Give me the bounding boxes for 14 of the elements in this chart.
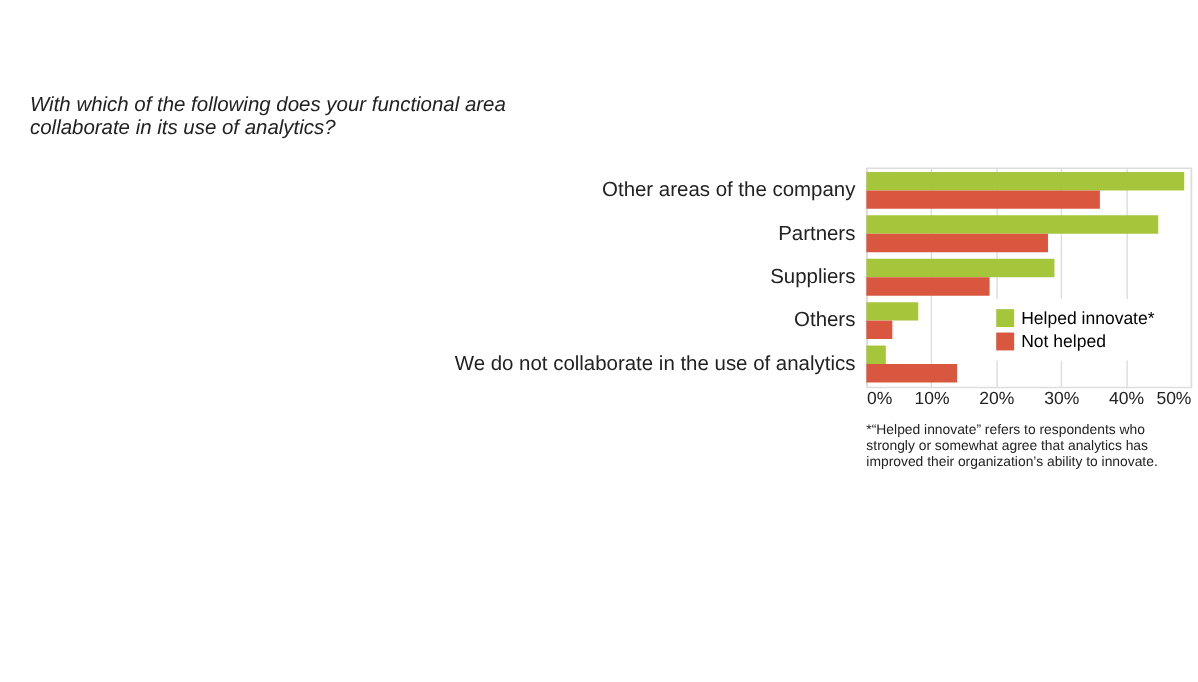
- x-tick-label: 10%: [914, 387, 950, 408]
- x-tick-label: 50%: [1156, 387, 1192, 408]
- legend-label: Not helped: [1021, 331, 1107, 352]
- x-tick-label: 0%: [867, 387, 893, 408]
- x-tick-label: 30%: [1044, 387, 1080, 408]
- y-tick-label: Other areas of the company: [602, 180, 858, 203]
- x-tick-label: 20%: [979, 387, 1015, 408]
- y-tick-label: We do not collaborate in the use of analytics: [454, 353, 856, 376]
- legend-label: Helped innovate*: [1021, 307, 1156, 328]
- y-tick-label: Others: [794, 310, 856, 333]
- text: With which of the following does your functional area collaborate in its use of analytics?: [30, 94, 507, 141]
- x-tick-label: 40%: [1109, 387, 1145, 408]
- y-tick-label: Suppliers: [770, 267, 856, 290]
- y-tick-label: Partners: [778, 223, 856, 246]
